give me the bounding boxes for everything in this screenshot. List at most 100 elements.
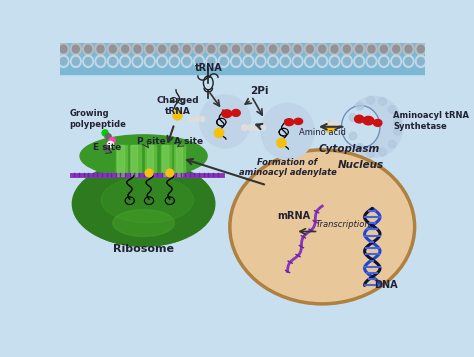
Ellipse shape xyxy=(267,55,278,67)
Ellipse shape xyxy=(233,45,239,53)
Text: Charged
tRNA: Charged tRNA xyxy=(156,96,199,116)
Circle shape xyxy=(173,111,182,120)
Ellipse shape xyxy=(80,135,207,177)
Ellipse shape xyxy=(71,43,81,55)
Ellipse shape xyxy=(403,43,414,55)
Text: DNA: DNA xyxy=(374,281,398,291)
Ellipse shape xyxy=(317,43,328,55)
Ellipse shape xyxy=(368,57,375,65)
Circle shape xyxy=(214,128,224,137)
Ellipse shape xyxy=(255,43,266,55)
Circle shape xyxy=(329,121,334,126)
Ellipse shape xyxy=(194,43,204,55)
Ellipse shape xyxy=(255,55,266,67)
Circle shape xyxy=(367,150,374,157)
Ellipse shape xyxy=(97,57,104,65)
Circle shape xyxy=(323,121,329,126)
Ellipse shape xyxy=(58,43,69,55)
Ellipse shape xyxy=(415,55,426,67)
Ellipse shape xyxy=(85,57,91,65)
Ellipse shape xyxy=(113,210,174,236)
Ellipse shape xyxy=(307,45,313,53)
Text: mRNA: mRNA xyxy=(278,211,310,221)
Ellipse shape xyxy=(220,57,227,65)
Ellipse shape xyxy=(73,45,79,53)
Ellipse shape xyxy=(231,43,241,55)
Ellipse shape xyxy=(294,57,301,65)
Ellipse shape xyxy=(120,55,130,67)
Ellipse shape xyxy=(169,55,180,67)
Circle shape xyxy=(388,140,396,148)
Circle shape xyxy=(356,144,364,151)
Circle shape xyxy=(103,145,109,151)
Ellipse shape xyxy=(219,43,229,55)
Ellipse shape xyxy=(206,55,217,67)
Ellipse shape xyxy=(363,116,374,125)
Ellipse shape xyxy=(403,55,414,67)
Ellipse shape xyxy=(341,106,380,148)
Circle shape xyxy=(393,118,401,126)
Ellipse shape xyxy=(146,57,153,65)
Circle shape xyxy=(194,116,200,122)
Ellipse shape xyxy=(233,57,239,65)
Ellipse shape xyxy=(109,57,116,65)
Ellipse shape xyxy=(159,45,165,53)
Ellipse shape xyxy=(208,57,215,65)
Ellipse shape xyxy=(95,43,106,55)
Ellipse shape xyxy=(222,110,232,117)
Ellipse shape xyxy=(159,57,165,65)
Ellipse shape xyxy=(85,45,91,53)
Ellipse shape xyxy=(294,45,301,53)
Circle shape xyxy=(349,132,357,140)
Ellipse shape xyxy=(83,43,93,55)
Ellipse shape xyxy=(232,110,240,116)
Text: tRNA: tRNA xyxy=(194,63,222,73)
Ellipse shape xyxy=(415,43,426,55)
Ellipse shape xyxy=(307,57,313,65)
Ellipse shape xyxy=(171,57,178,65)
Ellipse shape xyxy=(134,45,141,53)
Ellipse shape xyxy=(331,57,338,65)
Ellipse shape xyxy=(157,43,167,55)
Ellipse shape xyxy=(245,45,252,53)
Ellipse shape xyxy=(343,45,350,53)
Circle shape xyxy=(356,102,364,110)
Ellipse shape xyxy=(354,43,365,55)
Circle shape xyxy=(379,148,386,156)
Ellipse shape xyxy=(329,43,340,55)
Ellipse shape xyxy=(182,43,192,55)
Ellipse shape xyxy=(183,57,190,65)
Circle shape xyxy=(254,125,260,131)
Ellipse shape xyxy=(417,57,424,65)
Circle shape xyxy=(393,127,401,135)
Circle shape xyxy=(349,114,357,121)
Text: Transcription: Transcription xyxy=(316,220,371,229)
Circle shape xyxy=(102,130,108,136)
Text: Growing
polypeptide: Growing polypeptide xyxy=(70,109,127,129)
Ellipse shape xyxy=(380,57,387,65)
Ellipse shape xyxy=(208,45,215,53)
Ellipse shape xyxy=(374,120,382,126)
Bar xyxy=(161,145,171,176)
Ellipse shape xyxy=(366,43,377,55)
Ellipse shape xyxy=(378,43,389,55)
Ellipse shape xyxy=(95,55,106,67)
Ellipse shape xyxy=(319,45,326,53)
Ellipse shape xyxy=(280,55,291,67)
Bar xyxy=(162,145,168,176)
Ellipse shape xyxy=(292,55,303,67)
Ellipse shape xyxy=(405,57,412,65)
Bar xyxy=(130,145,140,176)
Circle shape xyxy=(145,169,153,177)
Ellipse shape xyxy=(122,57,128,65)
Ellipse shape xyxy=(331,45,338,53)
Ellipse shape xyxy=(347,97,402,157)
Ellipse shape xyxy=(220,45,227,53)
Text: A site: A site xyxy=(174,137,203,146)
Ellipse shape xyxy=(243,55,254,67)
Ellipse shape xyxy=(380,45,387,53)
Ellipse shape xyxy=(284,119,294,126)
Ellipse shape xyxy=(317,55,328,67)
Ellipse shape xyxy=(231,55,241,67)
Circle shape xyxy=(166,169,173,177)
